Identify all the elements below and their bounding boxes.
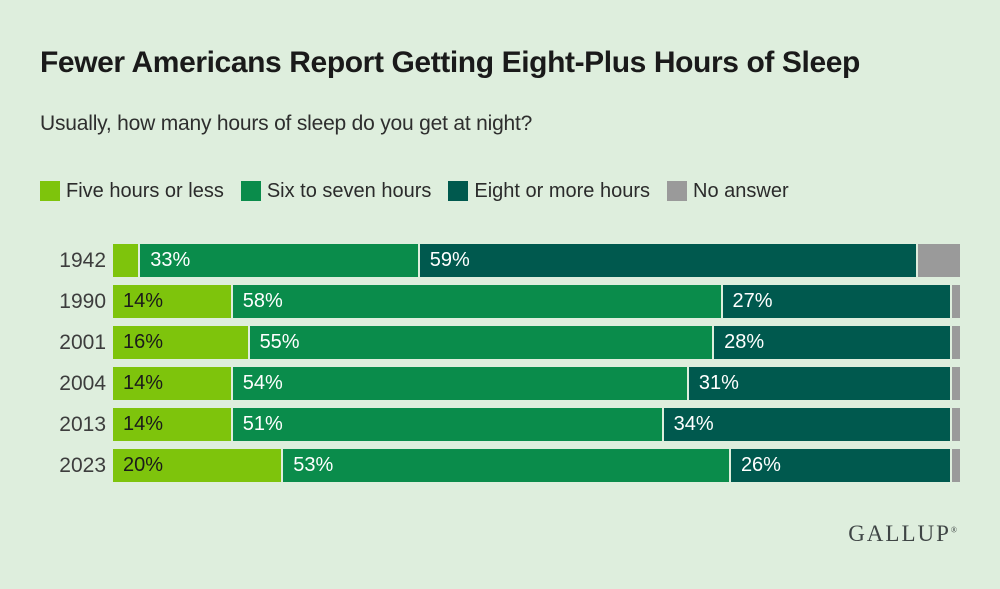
chart-row: 1942 33% 59% <box>40 243 960 277</box>
year-label: 2013 <box>59 412 106 436</box>
bar-segment: 20% <box>113 448 282 482</box>
legend-label: Six to seven hours <box>266 179 432 202</box>
bar-segment: 34% <box>663 407 950 441</box>
segment-value-label: 20% <box>123 453 164 476</box>
segment-value-label: 51% <box>242 412 283 435</box>
bar-segment: 54% <box>232 366 687 400</box>
year-label: 1990 <box>59 289 106 313</box>
chart-row: 2023 20% 53% 26% <box>40 448 960 482</box>
legend-label: Five hours or less <box>66 179 224 202</box>
legend-swatch <box>240 181 261 201</box>
segment-value-label: 14% <box>123 371 164 394</box>
bar-segment: 59% <box>419 243 916 277</box>
stacked-bar: 16% 55% 28% <box>113 325 960 359</box>
bar-segment: 28% <box>714 325 950 359</box>
segment-value-label: 28% <box>724 330 765 353</box>
stacked-bar: 14% 51% 34% <box>113 407 960 441</box>
segment-value-label: 53% <box>293 453 334 476</box>
bar-segment <box>951 366 960 400</box>
segment-value-label: 16% <box>123 330 164 353</box>
bar-segment: 58% <box>232 284 721 318</box>
bar-segment: 16% <box>113 325 248 359</box>
legend-item: Five hours or less <box>40 180 224 203</box>
bar-segment: 14% <box>113 366 231 400</box>
segment-value-label: 14% <box>123 412 164 435</box>
segment-value-label: 27% <box>732 289 773 312</box>
stacked-bar: 14% 58% 27% <box>113 284 960 318</box>
bar-segment: 53% <box>283 448 729 482</box>
year-label: 1942 <box>59 248 106 272</box>
legend-swatch <box>667 181 688 201</box>
segment-value-label: 58% <box>242 289 283 312</box>
year-label: 2004 <box>59 371 106 395</box>
bar-segment: 51% <box>232 407 662 441</box>
bar-segment: 14% <box>113 407 231 441</box>
bar-segment: 33% <box>140 243 418 277</box>
chart-row: 1990 14% 58% 27% <box>40 284 960 318</box>
bar-segment <box>951 325 960 359</box>
legend-swatch <box>40 181 60 201</box>
bar-segment: 14% <box>113 284 231 318</box>
bar-segment: 27% <box>722 284 950 318</box>
bar-segment: 55% <box>249 325 713 359</box>
chart-subtitle: Usually, how many hours of sleep do you … <box>40 111 533 135</box>
legend-item: No answer <box>667 180 789 203</box>
segment-value-label: 33% <box>150 248 191 271</box>
gallup-logo-text: GALLUP <box>848 521 951 546</box>
legend-item: Eight or more hours <box>448 180 650 203</box>
bar-segment <box>951 448 960 482</box>
year-label: 2023 <box>59 453 106 477</box>
year-label: 2001 <box>59 330 106 354</box>
bar-segment <box>951 407 960 441</box>
legend-swatch <box>448 181 469 201</box>
segment-value-label: 31% <box>698 371 739 394</box>
segment-value-label: 34% <box>673 412 714 435</box>
segment-value-label: 14% <box>123 289 164 312</box>
bar-segment: 31% <box>688 366 950 400</box>
chart-row: 2001 16% 55% 28% <box>40 325 960 359</box>
stacked-bar: 20% 53% 26% <box>113 448 960 482</box>
legend: Five hours or less Six to seven hours Eigh… <box>40 180 960 203</box>
segment-value-label: 54% <box>242 371 283 394</box>
bar-segment: 26% <box>730 448 950 482</box>
segment-value-label: 55% <box>259 330 300 353</box>
chart-row: 2004 14% 54% 31% <box>40 366 960 400</box>
page-title: Fewer Americans Report Getting Eight-Plu… <box>40 46 860 79</box>
stacked-bar: 14% 54% 31% <box>113 366 960 400</box>
registered-mark: ® <box>950 525 957 535</box>
legend-label: Eight or more hours <box>474 179 651 202</box>
segment-value-label: 59% <box>429 248 470 271</box>
stacked-bar: 33% 59% <box>113 243 960 277</box>
legend-label: No answer <box>693 179 789 202</box>
segment-value-label: 26% <box>740 453 781 476</box>
gallup-logo: GALLUP® <box>848 521 957 547</box>
chart-row: 2013 14% 51% 34% <box>40 407 960 441</box>
bar-segment <box>951 284 960 318</box>
bar-segment <box>917 243 960 277</box>
bar-segment <box>113 243 139 277</box>
chart: 1942 33% 59% 1990 14% 58% 27% 2001 16% 55% 28% 2004… <box>40 243 960 482</box>
legend-item: Six to seven hours <box>240 179 432 203</box>
